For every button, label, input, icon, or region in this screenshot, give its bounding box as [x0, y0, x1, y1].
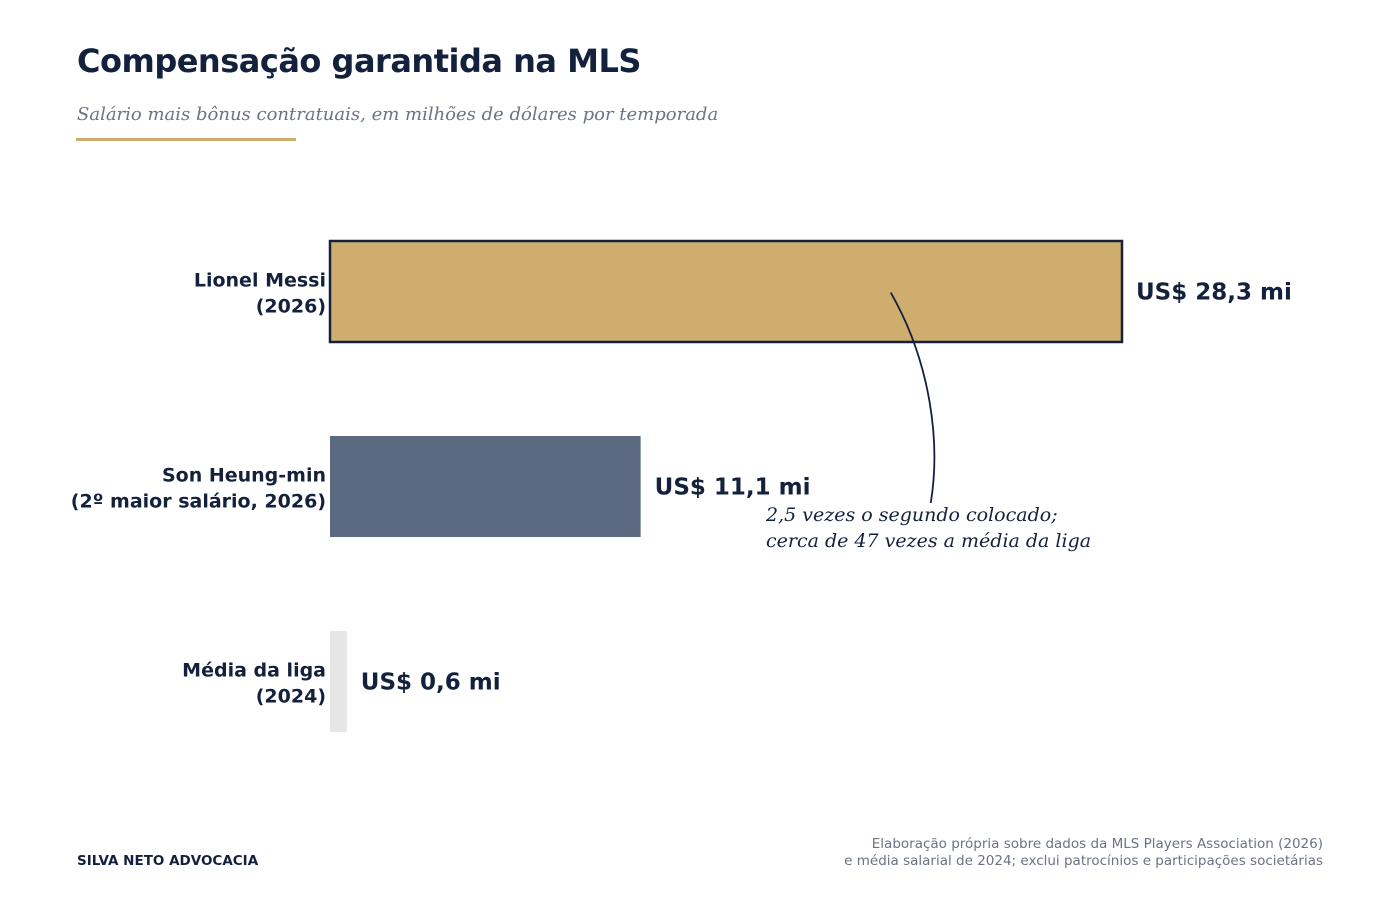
source-line-1: Elaboração própria sobre dados da MLS Pl…	[871, 836, 1323, 852]
labels-layer: US$ 28,3 mi Lionel Messi (2026) US$ 11,1 mi…	[71, 270, 1292, 708]
category-label-1: Son Heung-min (2º maior salário, 2026)	[71, 465, 326, 513]
source-line-2: e média salarial de 2024; exclui patrocí…	[844, 853, 1323, 869]
chart-title: Compensação garantida na MLS	[77, 42, 641, 80]
annotation-connector	[889, 292, 936, 504]
category-label-2-line-0: Média da liga	[182, 660, 326, 682]
category-label-0-line-1: (2026)	[256, 296, 326, 318]
title-accent-rule	[76, 138, 296, 141]
category-label-0-line-0: Lionel Messi	[194, 270, 326, 292]
bar-1	[330, 436, 641, 537]
annotation-line-0: 2,5 vezes o segundo colocado;	[765, 504, 1058, 526]
category-label-0: Lionel Messi (2026)	[194, 270, 326, 318]
bar-0	[328, 239, 1124, 344]
bars-layer	[328, 239, 1124, 732]
category-label-2: Média da liga (2024)	[182, 660, 326, 708]
source-note: Elaboração própria sobre dados da MLS Pl…	[844, 836, 1323, 870]
category-label-1-line-1: (2º maior salário, 2026)	[71, 491, 326, 513]
value-label-2: US$ 0,6 mi	[361, 670, 501, 696]
annotation-layer: 2,5 vezes o segundo colocado; cerca de 47…	[765, 292, 1091, 552]
category-label-1-line-0: Son Heung-min	[162, 465, 326, 487]
bar-2	[330, 631, 347, 732]
brand-name: SILVA NETO ADVOCACIA	[77, 853, 259, 869]
annotation-text: 2,5 vezes o segundo colocado; cerca de 47…	[765, 504, 1091, 552]
category-label-2-line-1: (2024)	[256, 686, 326, 708]
chart-subtitle: Salário mais bônus contratuais, em milhõ…	[77, 104, 719, 125]
annotation-line-1: cerca de 47 vezes a média da liga	[766, 530, 1091, 552]
value-label-0: US$ 28,3 mi	[1136, 280, 1292, 306]
value-label-1: US$ 11,1 mi	[655, 475, 811, 501]
